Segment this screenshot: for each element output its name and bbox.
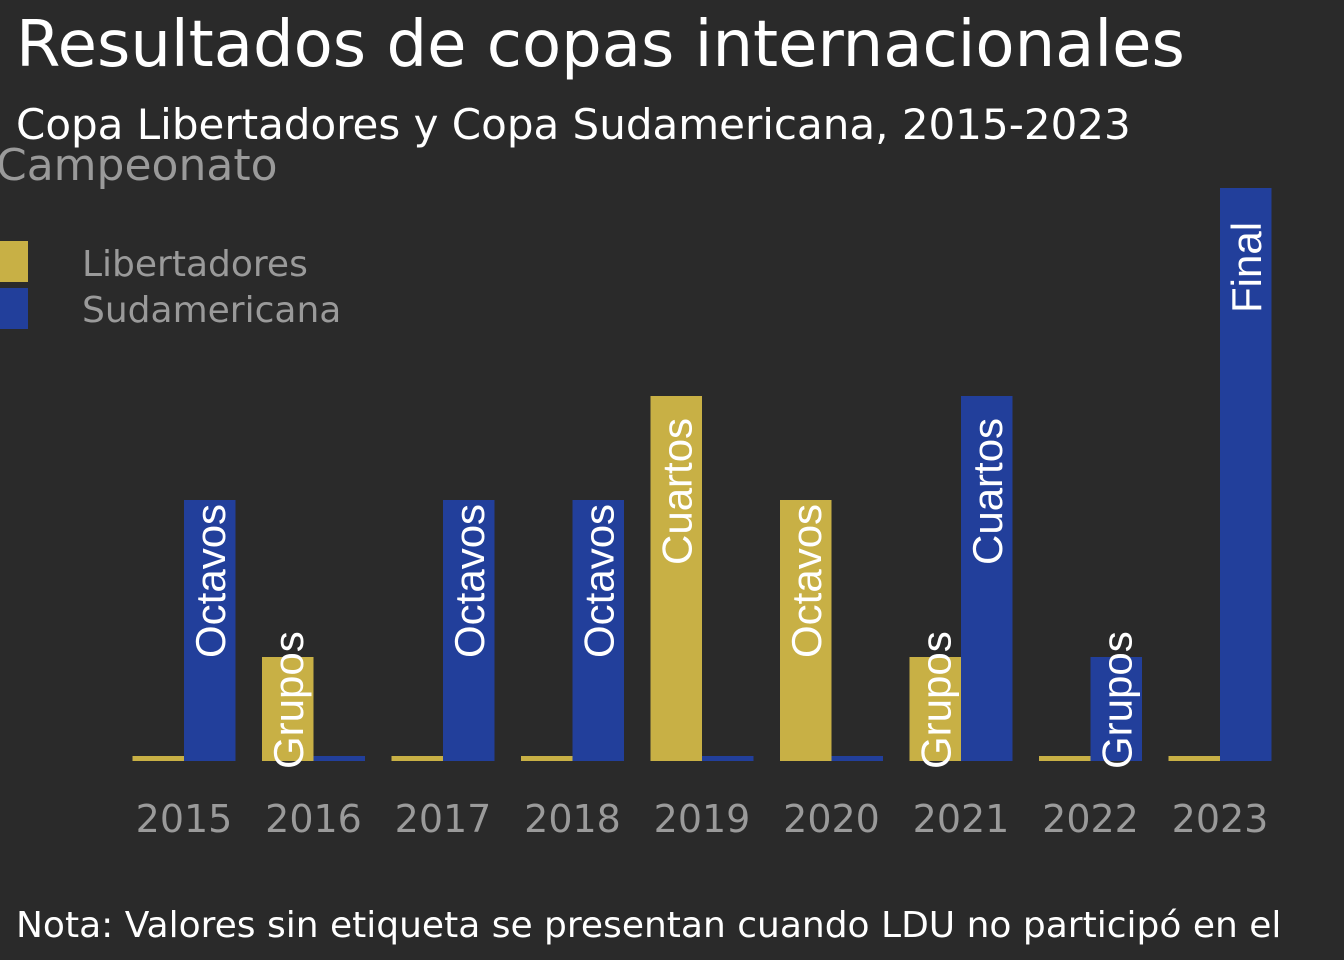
legend-swatch-libertadores bbox=[0, 241, 28, 282]
bars-group bbox=[132, 188, 1272, 761]
bar-libertadores-2021 bbox=[909, 657, 961, 761]
chart-title: Resultados de copas internacionales bbox=[16, 8, 1185, 82]
bar-label-sudamericana-2017: Octavos bbox=[446, 504, 493, 658]
bar-sudamericana-2020 bbox=[831, 756, 883, 761]
bar-label-sudamericana-2023: Final bbox=[1223, 222, 1270, 313]
bar-sudamericana-2017 bbox=[443, 500, 495, 761]
bar-label-sudamericana-2022: Grupos bbox=[1093, 631, 1140, 769]
x-tick-2020: 2020 bbox=[783, 797, 880, 841]
legend-label-libertadores: Libertadores bbox=[82, 244, 308, 285]
bar-label-libertadores-2020: Octavos bbox=[783, 504, 830, 658]
bar-labels-group: Octavos Grupos Octavos Octavos Cuartos Octavo… bbox=[187, 222, 1270, 769]
x-tick-2015: 2015 bbox=[136, 797, 233, 841]
x-tick-2018: 2018 bbox=[524, 797, 621, 841]
x-tick-2019: 2019 bbox=[654, 797, 751, 841]
legend-swatch-sudamericana bbox=[0, 288, 28, 329]
x-axis-ticks: 2015 2016 2017 2018 2019 2020 2021 2022 2023 bbox=[136, 797, 1269, 841]
x-tick-2023: 2023 bbox=[1172, 797, 1269, 841]
bar-sudamericana-2022 bbox=[1090, 657, 1142, 761]
bar-label-sudamericana-2018: Octavos bbox=[575, 504, 622, 658]
bar-libertadores-2019 bbox=[650, 396, 702, 761]
bar-label-sudamericana-2021: Cuartos bbox=[964, 418, 1011, 565]
bar-sudamericana-2021 bbox=[961, 396, 1013, 761]
legend-label-sudamericana: Sudamericana bbox=[82, 290, 341, 331]
bar-libertadores-2022 bbox=[1039, 756, 1091, 761]
bar-sudamericana-2023 bbox=[1220, 188, 1272, 761]
bar-label-libertadores-2016: Grupos bbox=[265, 631, 312, 769]
bar-libertadores-2016 bbox=[262, 657, 314, 761]
legend-title: Campeonato bbox=[0, 140, 278, 191]
bar-sudamericana-2019 bbox=[702, 756, 754, 761]
x-tick-2016: 2016 bbox=[265, 797, 362, 841]
bar-libertadores-2018 bbox=[521, 756, 573, 761]
x-tick-2022: 2022 bbox=[1042, 797, 1139, 841]
x-tick-2017: 2017 bbox=[395, 797, 492, 841]
legend: Libertadores Sudamericana bbox=[0, 241, 341, 331]
bar-sudamericana-2015 bbox=[184, 500, 236, 761]
footnote: Nota: Valores sin etiqueta se presentan … bbox=[16, 905, 1281, 946]
bar-sudamericana-2018 bbox=[572, 500, 624, 761]
bar-libertadores-2015 bbox=[132, 756, 184, 761]
x-tick-2021: 2021 bbox=[913, 797, 1010, 841]
chart-subtitle: Copa Libertadores y Copa Sudamericana, 2… bbox=[16, 100, 1131, 149]
bar-libertadores-2023 bbox=[1168, 756, 1220, 761]
bar-label-libertadores-2021: Grupos bbox=[912, 631, 959, 769]
bar-label-sudamericana-2015: Octavos bbox=[187, 504, 234, 658]
bar-libertadores-2020 bbox=[780, 500, 832, 761]
bar-libertadores-2017 bbox=[391, 756, 443, 761]
bar-sudamericana-2016 bbox=[313, 756, 365, 761]
bar-label-libertadores-2019: Cuartos bbox=[653, 418, 700, 565]
